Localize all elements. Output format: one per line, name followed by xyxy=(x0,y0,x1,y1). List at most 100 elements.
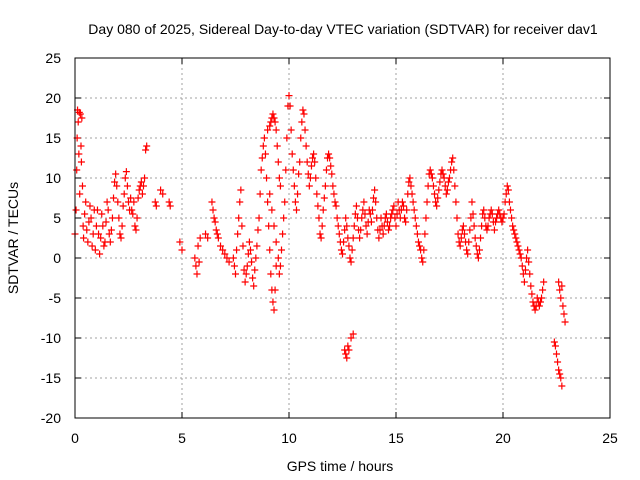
data-point xyxy=(85,218,93,226)
data-point xyxy=(347,258,355,266)
y-tick-label: 20 xyxy=(45,90,61,106)
y-tick-label: 15 xyxy=(45,130,61,146)
data-point xyxy=(509,222,517,230)
data-point xyxy=(192,262,200,270)
data-point xyxy=(407,182,415,190)
data-point xyxy=(326,154,334,162)
data-point xyxy=(259,142,267,150)
data-point xyxy=(79,222,87,230)
data-point xyxy=(379,230,387,238)
data-point xyxy=(362,222,370,230)
data-point xyxy=(271,118,279,126)
data-point xyxy=(525,258,533,266)
data-point xyxy=(327,162,335,170)
data-point xyxy=(282,166,290,174)
y-tick-label: 25 xyxy=(45,50,61,66)
data-point xyxy=(141,174,149,182)
data-point xyxy=(320,194,328,202)
data-point xyxy=(426,166,434,174)
data-point xyxy=(432,198,440,206)
data-point xyxy=(317,234,325,242)
data-point xyxy=(553,350,560,358)
data-point xyxy=(313,190,321,198)
data-point xyxy=(431,190,439,198)
data-point xyxy=(342,214,350,222)
data-point xyxy=(72,206,80,214)
data-point xyxy=(311,158,319,166)
data-point xyxy=(268,206,276,214)
data-point xyxy=(123,182,131,190)
data-point xyxy=(474,254,482,262)
data-point xyxy=(557,294,565,302)
plot-border xyxy=(74,57,611,419)
data-point xyxy=(487,206,495,214)
data-point xyxy=(289,166,297,174)
data-point xyxy=(307,162,315,170)
data-point xyxy=(419,258,427,266)
data-point xyxy=(211,218,219,226)
data-point xyxy=(95,230,103,238)
x-tick-label: 25 xyxy=(602,430,618,446)
data-point xyxy=(350,222,358,230)
data-point xyxy=(521,266,529,274)
data-point xyxy=(351,210,359,218)
data-point xyxy=(421,230,429,238)
data-point xyxy=(114,198,122,206)
data-point xyxy=(472,242,480,250)
data-point xyxy=(274,254,282,262)
data-point xyxy=(427,170,435,178)
data-point xyxy=(86,202,94,210)
data-point xyxy=(305,182,313,190)
data-point xyxy=(246,246,254,254)
data-point xyxy=(319,206,327,214)
data-point xyxy=(102,218,110,226)
data-point xyxy=(248,258,256,266)
data-point xyxy=(422,214,430,222)
data-point xyxy=(518,262,526,270)
data-point xyxy=(401,214,409,222)
data-point xyxy=(392,222,400,230)
x-axis-label: GPS time / hours xyxy=(287,458,394,474)
data-point xyxy=(558,382,566,390)
data-point xyxy=(526,270,534,278)
data-point xyxy=(436,178,444,186)
data-point xyxy=(115,214,123,222)
data-point xyxy=(318,222,326,230)
data-point xyxy=(500,210,508,218)
data-point xyxy=(390,202,398,210)
data-point xyxy=(366,210,374,218)
data-point xyxy=(295,170,303,178)
data-point xyxy=(330,190,338,198)
data-point xyxy=(97,234,105,242)
data-point xyxy=(176,238,184,246)
data-point xyxy=(557,374,565,382)
data-point xyxy=(403,206,411,214)
data-point xyxy=(223,254,231,262)
data-point xyxy=(457,234,465,242)
data-point xyxy=(78,182,86,190)
data-point xyxy=(73,166,81,174)
data-point xyxy=(209,206,217,214)
data-point xyxy=(278,246,286,254)
data-point xyxy=(468,198,476,206)
data-point xyxy=(249,274,257,282)
data-point xyxy=(483,226,491,234)
data-point xyxy=(367,218,375,226)
data-point xyxy=(208,198,216,206)
data-point xyxy=(258,154,266,162)
data-point xyxy=(263,174,271,182)
data-point xyxy=(554,358,562,366)
data-point xyxy=(559,302,567,310)
data-point xyxy=(270,114,278,122)
data-point xyxy=(92,222,100,230)
data-point xyxy=(300,110,308,118)
data-point xyxy=(143,142,151,150)
data-point xyxy=(75,108,83,116)
data-point xyxy=(514,242,522,250)
data-point xyxy=(527,282,535,290)
data-point xyxy=(520,278,528,286)
data-point xyxy=(383,218,391,226)
data-point xyxy=(360,198,368,206)
data-point xyxy=(442,190,450,198)
